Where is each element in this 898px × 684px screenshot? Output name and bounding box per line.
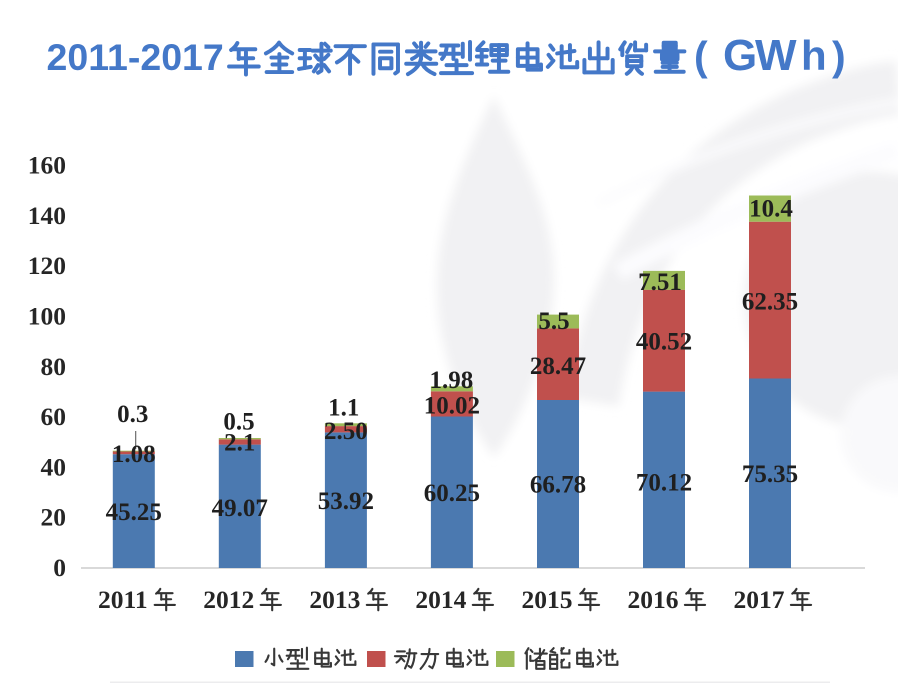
svg-text:10.4: 10.4 [749, 196, 793, 223]
svg-text:53.92: 53.92 [318, 488, 374, 515]
svg-text:49.07: 49.07 [212, 495, 268, 522]
svg-text:66.78: 66.78 [530, 472, 586, 499]
svg-text:1.98: 1.98 [430, 367, 474, 394]
svg-text:20: 20 [41, 503, 67, 532]
svg-text:62.35: 62.35 [742, 289, 798, 316]
svg-text:60: 60 [41, 402, 67, 431]
svg-text:28.47: 28.47 [530, 353, 586, 380]
svg-text:0.3: 0.3 [117, 401, 148, 428]
svg-text:7.51: 7.51 [638, 269, 682, 296]
svg-text:10.02: 10.02 [424, 393, 480, 420]
svg-text:2016: 2016 [628, 585, 679, 614]
svg-text:2.50: 2.50 [324, 418, 368, 445]
svg-text:1.1: 1.1 [328, 394, 359, 421]
svg-text:0: 0 [53, 553, 66, 582]
svg-text:45.25: 45.25 [106, 499, 162, 526]
svg-text:h: h [801, 32, 827, 79]
svg-text:70.12: 70.12 [636, 470, 692, 497]
svg-text:75.35: 75.35 [742, 461, 798, 488]
svg-text:1.08: 1.08 [112, 441, 156, 468]
svg-text:): ) [832, 33, 846, 79]
svg-text:2.1: 2.1 [224, 430, 255, 457]
svg-text:2015: 2015 [522, 585, 573, 614]
svg-text:2013: 2013 [309, 585, 360, 614]
svg-text:2017: 2017 [734, 585, 785, 614]
svg-text:140: 140 [28, 201, 66, 230]
svg-text:2011-2017: 2011-2017 [47, 36, 224, 78]
svg-text:100: 100 [28, 302, 66, 331]
svg-text:(: ( [694, 33, 708, 79]
svg-text:G: G [723, 31, 757, 80]
svg-text:0.5: 0.5 [223, 409, 254, 436]
svg-text:2011: 2011 [98, 585, 148, 614]
svg-text:120: 120 [28, 251, 66, 280]
svg-text:2014: 2014 [415, 585, 466, 614]
svg-text:2012: 2012 [203, 585, 254, 614]
svg-text:40: 40 [41, 452, 67, 481]
svg-text:60.25: 60.25 [424, 480, 480, 507]
svg-text:40.52: 40.52 [636, 329, 692, 356]
svg-text:160: 160 [28, 151, 66, 180]
svg-text:5.5: 5.5 [538, 308, 569, 335]
svg-text:80: 80 [41, 352, 67, 381]
svg-text:W: W [755, 31, 797, 80]
